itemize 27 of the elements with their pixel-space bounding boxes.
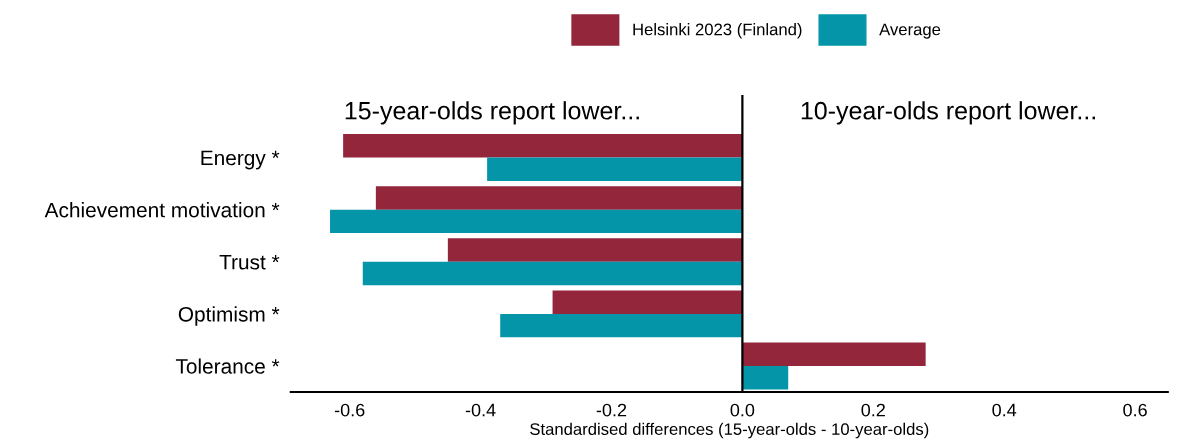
bar	[343, 134, 743, 158]
y-tick-label: Trust *	[219, 254, 280, 270]
bar	[552, 290, 743, 314]
y-tick-label: Tolerance *	[175, 358, 280, 374]
annotation: 15-year-olds report lower...	[345, 101, 639, 125]
bar	[447, 238, 743, 262]
bar	[500, 313, 743, 338]
bar	[742, 366, 789, 390]
x-tick-label: 0.2	[861, 403, 885, 417]
bar	[487, 157, 743, 181]
x-tick-label: 0.4	[992, 403, 1017, 417]
bar	[742, 342, 926, 366]
x-tick-label: -0.4	[465, 403, 496, 417]
y-tick-label: Optimism *	[178, 306, 280, 326]
legend-label: Helsinki 2023 (Finland)	[633, 23, 802, 39]
legend-label: Average	[879, 23, 941, 39]
bar	[330, 209, 743, 234]
x-tick-label: 0.0	[730, 403, 755, 417]
y-tick-label: Energy *	[201, 150, 280, 170]
bar	[375, 186, 743, 210]
x-axis-title: Standardised differences (15-year-olds - 10-year-olds)	[530, 422, 929, 439]
x-tick-label: -0.6	[334, 403, 365, 417]
x-tick-label: 0.6	[1123, 403, 1147, 417]
bar	[362, 261, 743, 286]
y-tick-label: Achievement motivation *	[44, 202, 280, 218]
x-tick-label: -0.2	[596, 403, 627, 417]
annotation: 10-year-olds report lower...	[801, 101, 1095, 125]
